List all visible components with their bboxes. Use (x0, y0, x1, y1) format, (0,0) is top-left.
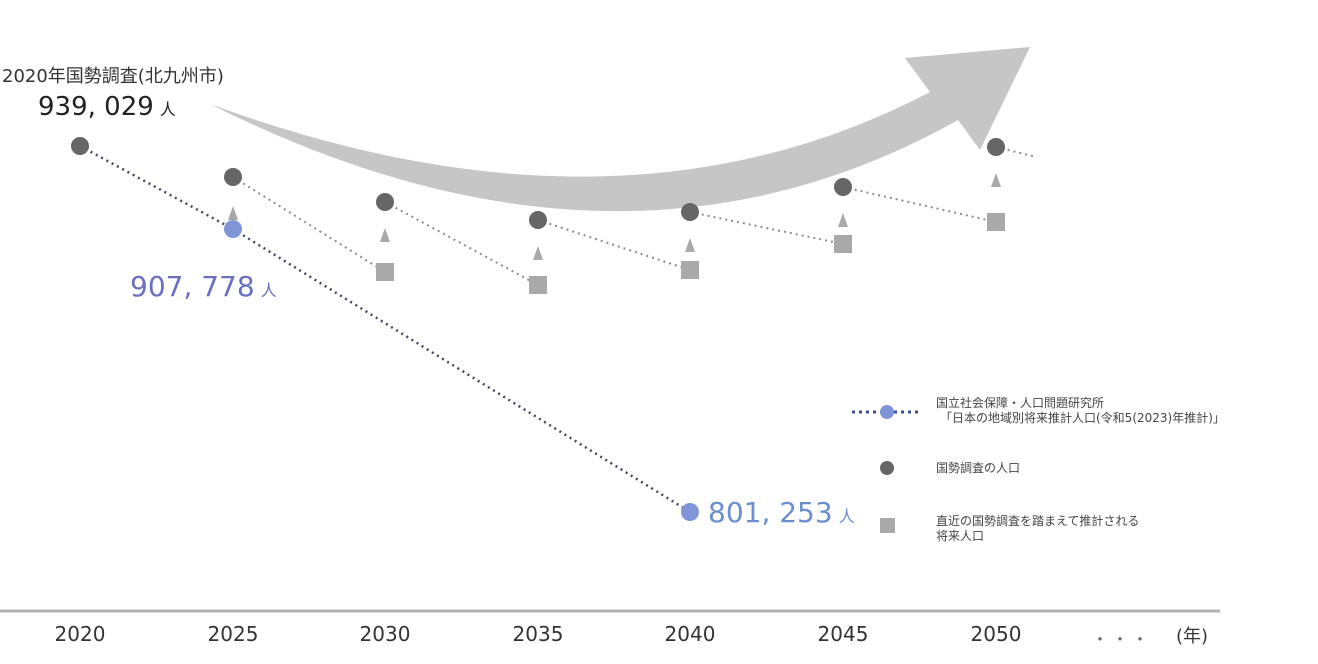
x-axis-continuation: ・・・ (1092, 630, 1153, 649)
x-tick-2020: 2020 (54, 622, 106, 646)
projection-line-2035 (537, 219, 691, 271)
start-population-label: 939, 029 人 (38, 92, 176, 122)
legend-text-ipss: 国立社会保障・人口問題研究所 「日本の地域別将来推計人口(令和5(2023)年推計… (936, 396, 1225, 426)
x-tick-2035: 2035 (512, 622, 564, 646)
census-dot-2040 (681, 203, 699, 221)
x-axis-unit: (年) (1176, 626, 1209, 647)
projection-line-2045 (842, 186, 997, 223)
census-dot-2025 (224, 168, 242, 186)
census-dot-2035 (529, 211, 547, 229)
legend-text-census: 国勢調査の人口 (936, 461, 1021, 475)
up-arrow-2040 (685, 238, 695, 252)
up-arrow-2025 (228, 206, 238, 220)
end-population-label: 801, 253 人 (708, 496, 855, 529)
legend-projection-line1: 直近の国勢調査を踏まえて推計される (936, 514, 1140, 528)
census-title: 2020年国勢調査(北九州市) (2, 66, 224, 87)
ipss-dot-2025 (224, 220, 242, 239)
x-tick-2040: 2040 (664, 622, 716, 646)
legend-projection-square (880, 518, 895, 533)
mid-population-unit: 人 (260, 281, 277, 300)
projection-line-2040 (689, 211, 844, 245)
ipss-dot-2040 (681, 503, 699, 521)
end-population-value: 801, 253 (708, 496, 833, 529)
projection-square-2050 (987, 213, 1005, 231)
legend-ipss-dot (880, 405, 894, 419)
mid-population-label: 907, 778 人 (130, 270, 277, 303)
x-tick-2045: 2045 (817, 622, 869, 646)
census-dot-2020 (71, 137, 89, 155)
projection-line-2030 (384, 201, 539, 286)
census-dot-2045 (834, 178, 852, 196)
start-population-unit: 人 (159, 100, 176, 119)
legend-ipss-line1: 国立社会保障・人口問題研究所 (936, 396, 1105, 410)
x-tick-2030: 2030 (359, 622, 411, 646)
up-arrow-2035 (533, 246, 543, 260)
projection-line-2025 (232, 176, 386, 273)
start-population-value: 939, 029 (38, 92, 154, 122)
end-population-unit: 人 (838, 507, 855, 526)
legend-projection-line2: 将来人口 (936, 529, 985, 543)
legend-ipss-line2: 「日本の地域別将来推計人口(令和5(2023)年推計)」 (940, 411, 1225, 425)
up-arrow-2045 (838, 213, 848, 227)
projection-square-2030 (376, 263, 394, 281)
legend-census-dot (880, 461, 894, 475)
x-tick-2025: 2025 (207, 622, 259, 646)
x-tick-2050: 2050 (970, 622, 1022, 646)
census-dot-2030 (376, 193, 394, 211)
mid-population-value: 907, 778 (130, 270, 255, 303)
projection-square-2040 (681, 261, 699, 279)
up-arrow-2050 (991, 173, 1001, 187)
legend-text-projection: 直近の国勢調査を踏まえて推計される 将来人口 (936, 514, 1139, 544)
projection-square-2045 (834, 235, 852, 253)
up-arrow-2030 (380, 228, 390, 242)
projection-square-2035 (529, 276, 547, 294)
trend-arrow (210, 47, 1030, 212)
census-dot-2050 (987, 138, 1005, 156)
